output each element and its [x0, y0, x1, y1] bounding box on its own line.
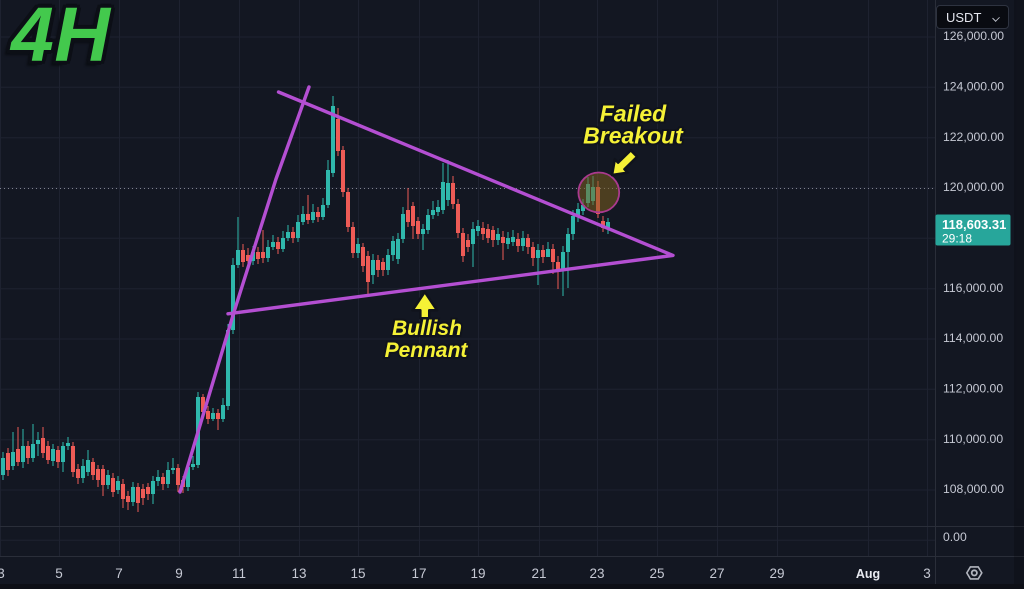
svg-text:120,000.00: 120,000.00: [943, 180, 1004, 194]
svg-text:21: 21: [531, 566, 546, 581]
svg-text:Breakout: Breakout: [583, 123, 684, 149]
svg-text:122,000.00: 122,000.00: [943, 130, 1004, 144]
svg-text:15: 15: [350, 566, 365, 581]
svg-text:3: 3: [0, 566, 5, 581]
svg-text:116,000.00: 116,000.00: [943, 281, 1003, 295]
svg-text:0.00: 0.00: [943, 530, 967, 544]
svg-text:9: 9: [175, 566, 183, 581]
svg-text:124,000.00: 124,000.00: [943, 80, 1004, 94]
svg-text:5: 5: [55, 566, 63, 581]
svg-text:7: 7: [115, 566, 123, 581]
svg-text:118,603.31: 118,603.31: [942, 217, 1006, 232]
svg-text:19: 19: [470, 566, 485, 581]
svg-text:Bullish: Bullish: [392, 317, 462, 340]
svg-text:Failed: Failed: [600, 101, 667, 127]
svg-text:27: 27: [709, 566, 724, 581]
svg-text:11: 11: [232, 566, 246, 581]
svg-text:17: 17: [411, 566, 426, 581]
svg-text:3: 3: [923, 566, 931, 581]
svg-text:13: 13: [291, 566, 306, 581]
svg-text:108,000.00: 108,000.00: [943, 482, 1004, 496]
svg-text:23: 23: [589, 566, 604, 581]
svg-text:Aug: Aug: [856, 567, 880, 581]
svg-text:29:18: 29:18: [942, 232, 972, 246]
svg-text:110,000.00: 110,000.00: [943, 432, 1003, 446]
svg-text:25: 25: [649, 566, 664, 581]
svg-text:114,000.00: 114,000.00: [943, 331, 1003, 345]
svg-text:Pennant: Pennant: [385, 339, 469, 362]
svg-text:29: 29: [769, 566, 784, 581]
svg-text:112,000.00: 112,000.00: [943, 382, 1003, 396]
svg-text:126,000.00: 126,000.00: [943, 29, 1004, 43]
